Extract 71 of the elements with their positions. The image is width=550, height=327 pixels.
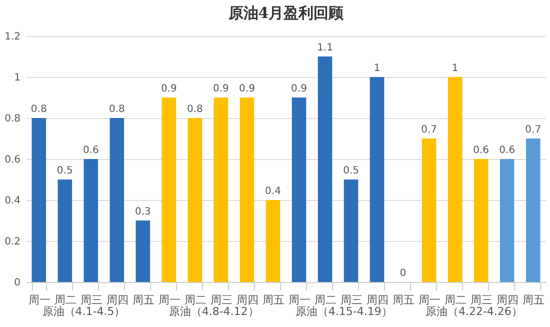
data-label: 1	[374, 63, 380, 74]
x-tick-label: 周一	[418, 294, 441, 306]
x-tick-label: 周五	[262, 294, 284, 306]
x-tick-label: 周三	[340, 294, 363, 306]
x-tick-label: 周五	[392, 294, 415, 306]
bar	[162, 98, 176, 282]
data-label: 0.9	[160, 84, 177, 94]
y-tick-label: 0.8	[4, 114, 20, 124]
x-tick-label: 周三	[80, 294, 102, 306]
data-label: 0.7	[525, 124, 542, 136]
bar	[110, 118, 124, 282]
bar	[370, 77, 384, 282]
bar	[84, 159, 98, 282]
bar	[474, 159, 488, 282]
x-tick-label: 周一	[288, 294, 311, 306]
data-label: 0.7	[421, 124, 438, 136]
bar	[422, 138, 436, 282]
chart-title: 原油4月盈利回顾	[227, 4, 345, 22]
bar	[344, 180, 358, 282]
x-tick-label: 周四	[366, 294, 389, 306]
bar	[318, 56, 332, 282]
data-label: 0.9	[291, 84, 307, 94]
bar	[136, 220, 150, 282]
y-tick-label: 1.2	[4, 32, 20, 42]
data-label: 0.8	[30, 104, 47, 115]
x-tick-label: 周二	[314, 294, 337, 306]
y-tick-label: 0.2	[4, 236, 20, 248]
data-label: 0.8	[108, 104, 125, 115]
bar	[58, 180, 72, 282]
bar	[500, 159, 514, 282]
data-label: 0.6	[499, 145, 516, 156]
data-label: 0.5	[343, 166, 359, 176]
text: 原油（4.1-4.5）	[42, 305, 126, 318]
x-tick-label: 周四	[496, 294, 519, 306]
data-label: 0.5	[56, 166, 73, 176]
data-label: 0.3	[134, 206, 151, 218]
x-tick-label: 周四	[106, 294, 128, 306]
x-tick-label: 周一	[28, 294, 50, 306]
y-tick-label: 0.6	[4, 154, 20, 166]
bar	[292, 98, 306, 282]
bar	[266, 200, 280, 282]
data-label: 1	[452, 63, 458, 74]
y-tick-label: 1	[14, 72, 20, 84]
text: 原油（4.22-4.26）	[425, 305, 522, 318]
y-tick-label: 0.4	[4, 196, 20, 206]
data-label: 0.9	[213, 84, 229, 94]
data-label: 1.1	[317, 42, 333, 54]
x-tick-label: 周四	[236, 294, 258, 306]
x-tick-label: 周三	[210, 294, 232, 306]
bar	[32, 118, 46, 282]
y-tick-label: 0	[14, 278, 20, 288]
text: 原油（4.8-4.12）	[168, 305, 259, 318]
bar	[188, 118, 202, 282]
x-tick-label: 周三	[470, 294, 493, 306]
text: 原油（4.15-4.19）	[295, 305, 392, 318]
x-tick-label: 周五	[522, 294, 545, 306]
data-label: 0.8	[187, 104, 203, 115]
x-tick-label: 周二	[184, 294, 206, 306]
x-tick-label: 周二	[444, 294, 467, 306]
bar	[214, 98, 228, 282]
bar	[240, 98, 254, 282]
bar	[448, 77, 462, 282]
x-tick-label: 周一	[158, 294, 180, 306]
data-label: 0.6	[473, 145, 490, 156]
data-label: 0.9	[239, 84, 255, 94]
x-tick-label: 周二	[54, 294, 76, 306]
bar	[526, 138, 540, 282]
data-label: 0.4	[265, 186, 281, 197]
x-tick-label: 周五	[132, 294, 154, 306]
data-label: 0.6	[82, 145, 99, 156]
data-label: 0	[400, 268, 406, 279]
